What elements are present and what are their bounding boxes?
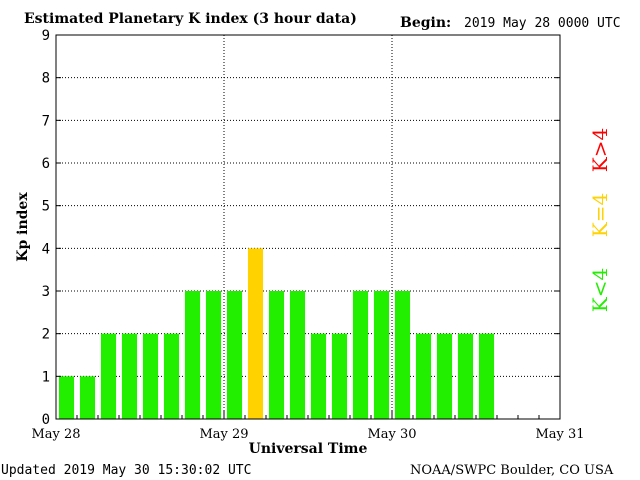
gridlines: [56, 35, 560, 419]
y-tick-label: 3: [42, 284, 50, 300]
y-tick-label: 6: [42, 156, 50, 172]
kp-bar: [121, 333, 138, 419]
legend-equal4: K=4: [588, 193, 612, 237]
y-tick-label: 2: [42, 327, 50, 343]
kp-bar: [205, 291, 222, 419]
x-tick-label: May 28: [31, 427, 80, 442]
kp-bar: [58, 376, 75, 419]
kp-bar: [247, 248, 264, 419]
kp-bar: [352, 291, 369, 419]
kp-bar: [184, 291, 201, 419]
kp-bar: [268, 291, 285, 419]
kp-bar: [100, 333, 117, 419]
kp-bar: [436, 333, 453, 419]
x-axis: May 28 May 29 May 30 May 31: [31, 410, 585, 442]
kp-bar: [163, 333, 180, 419]
kp-bar: [415, 333, 432, 419]
y-tick-label: 1: [42, 369, 50, 385]
kp-bar: [394, 291, 411, 419]
y-tick-label: 8: [42, 71, 50, 87]
x-tick-label: May 30: [367, 427, 416, 442]
begin-label: Begin:: [400, 15, 451, 31]
kp-bar: [373, 291, 390, 419]
begin-value: 2019 May 28 0000 UTC: [464, 16, 621, 31]
legend-below4: K<4: [588, 268, 612, 312]
kp-bar: [79, 376, 96, 419]
chart-title: Estimated Planetary K index (3 hour data…: [24, 11, 357, 27]
plot-area: [56, 35, 560, 419]
kp-bar: [226, 291, 243, 419]
x-axis-label: Universal Time: [249, 441, 368, 457]
y-tick-label: 9: [42, 28, 50, 44]
updated-timestamp: Updated 2019 May 30 15:30:02 UTC: [1, 463, 251, 478]
legend-above4: K>4: [588, 128, 612, 172]
y-axis-label: Kp index: [15, 192, 31, 262]
kp-bar: [478, 333, 495, 419]
kp-bar: [289, 291, 306, 419]
x-tick-label: May 29: [199, 427, 248, 442]
kp-bar: [457, 333, 474, 419]
source-credit: NOAA/SWPC Boulder, CO USA: [410, 463, 614, 478]
kp-bar: [310, 333, 327, 419]
y-tick-label: 0: [42, 412, 50, 428]
bars: [58, 248, 495, 419]
kp-bar: [331, 333, 348, 419]
y-axis: 0 1 2 3 4 5 6 7 8 9: [42, 28, 560, 428]
x-tick-label: May 31: [535, 427, 584, 442]
y-tick-label: 4: [42, 241, 50, 257]
y-tick-label: 5: [42, 199, 50, 215]
kp-bar: [142, 333, 159, 419]
y-tick-label: 7: [42, 113, 50, 129]
